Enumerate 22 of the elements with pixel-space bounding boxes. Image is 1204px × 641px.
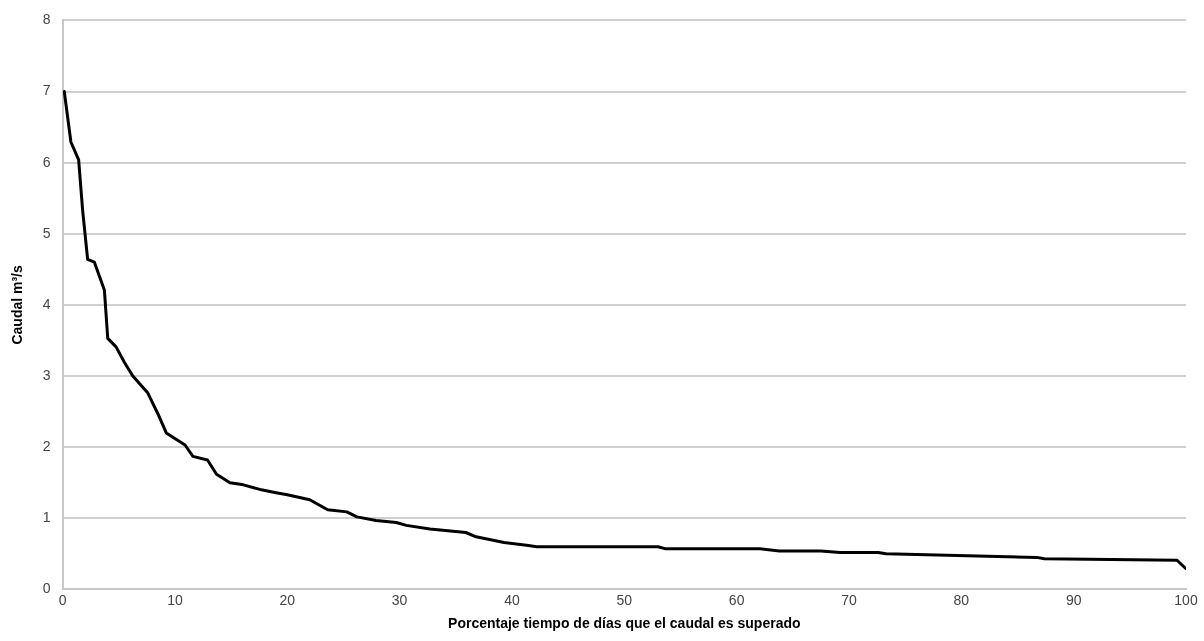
x-tick-label: 90 (1065, 591, 1082, 608)
y-tick-label: 7 (42, 82, 51, 99)
x-tick-label: 70 (841, 591, 857, 608)
y-tick-label: 8 (42, 11, 51, 28)
y-axis-title: Caudal m³/s (9, 265, 26, 345)
x-axis-title: Porcentaje tiempo de días que el caudal es superado (448, 615, 801, 632)
y-tick-label: 5 (42, 224, 51, 241)
y-tick-label: 3 (42, 366, 51, 383)
x-tick-label: 60 (728, 591, 745, 608)
x-tick-label: 20 (279, 591, 296, 608)
x-tick-label: 30 (391, 591, 408, 608)
y-tick-label: 0 (42, 580, 51, 597)
x-tick-label: 50 (616, 591, 633, 608)
x-tick-label: 0 (58, 591, 67, 608)
y-tick-label: 4 (42, 295, 51, 312)
x-tick-label: 100 (1174, 591, 1198, 608)
y-tick-label: 2 (42, 438, 51, 455)
x-tick-label: 40 (504, 591, 520, 608)
y-tick-label: 1 (42, 509, 51, 526)
x-tick-label: 80 (953, 591, 970, 608)
x-tick-label: 10 (167, 591, 183, 608)
y-tick-label: 6 (42, 153, 51, 170)
